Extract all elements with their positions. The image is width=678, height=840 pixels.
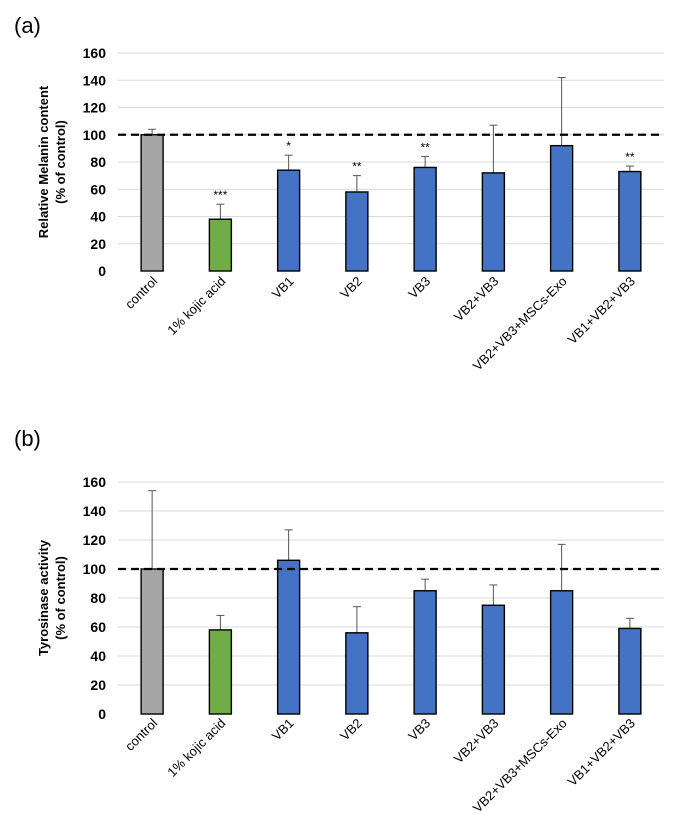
y-tick-label: 40 — [90, 648, 106, 664]
significance-label: *** — [213, 188, 227, 202]
y-tick-label: 60 — [90, 619, 106, 635]
bar-7 — [549, 590, 574, 715]
significance-label: * — [286, 139, 291, 153]
x-tick-label: VB1+VB2+VB3 — [565, 716, 638, 789]
y-tick-label: 140 — [83, 503, 107, 519]
y-tick-label: 20 — [90, 236, 106, 252]
bar-6 — [481, 172, 506, 272]
significance-label: ** — [420, 141, 430, 155]
bar-2 — [208, 629, 233, 715]
y-axis-label: Tyrosinase activity — [36, 539, 51, 656]
y-tick-label: 140 — [83, 72, 107, 88]
x-tick-label: VB1 — [269, 716, 297, 744]
y-tick-label: 100 — [83, 127, 107, 143]
chart-panel-1: (a) 0 20 40 60 80 100 120 140 160 Relative Melanin… — [14, 13, 664, 374]
bar-4 — [345, 632, 369, 715]
x-tick-label: control — [122, 715, 160, 753]
y-tick-label: 0 — [98, 263, 106, 279]
y-tick-label: 120 — [83, 100, 107, 116]
y-axis-label: Relative Melanin content — [36, 85, 51, 238]
x-tick-label: VB2 — [337, 716, 365, 744]
bar-2 — [208, 218, 233, 272]
bar-6 — [481, 604, 506, 715]
bar-1 — [140, 568, 164, 715]
y-tick-label: 100 — [83, 561, 107, 577]
y-tick-label: 80 — [90, 154, 106, 170]
y-axis-label-line2: (% of control) — [53, 120, 68, 204]
panel-label: (a) — [14, 13, 41, 38]
chart-panel-2: (b) 0 20 40 60 80 100 120 140 160 Tyrosinase activ… — [14, 426, 664, 816]
bar-1 — [140, 134, 164, 272]
bar-5 — [413, 166, 437, 272]
significance-label: ** — [625, 150, 635, 164]
x-tick-label: control — [122, 273, 160, 311]
y-tick-label: 40 — [90, 209, 106, 225]
significance-label: ** — [352, 160, 362, 174]
x-tick-label: VB3 — [405, 716, 433, 744]
y-tick-label: 160 — [83, 474, 107, 490]
y-tick-label: 20 — [90, 677, 106, 693]
bar-8 — [618, 170, 642, 272]
bar-3 — [276, 559, 301, 715]
bar-4 — [345, 191, 369, 272]
y-tick-label: 120 — [83, 532, 107, 548]
x-tick-label: 1% kojic acid — [164, 274, 228, 338]
x-tick-label: VB2 — [337, 274, 365, 302]
bar-3 — [276, 169, 301, 272]
bar-7 — [549, 144, 574, 272]
x-tick-label: VB2+VB3 — [451, 274, 502, 325]
x-tick-label: 1% kojic acid — [164, 716, 228, 780]
x-tick-label: VB2+VB3 — [451, 716, 502, 767]
y-tick-label: 160 — [83, 45, 107, 61]
x-tick-label: VB3 — [405, 274, 433, 302]
bar-5 — [413, 590, 437, 715]
y-tick-label: 60 — [90, 181, 106, 197]
y-axis-label-line2: (% of control) — [53, 556, 68, 640]
y-tick-label: 80 — [90, 590, 106, 606]
x-tick-label: VB1 — [269, 274, 297, 302]
bar-8 — [618, 627, 642, 715]
x-tick-label: VB1+VB2+VB3 — [565, 274, 638, 347]
y-tick-label: 0 — [98, 706, 106, 722]
panel-label: (b) — [14, 426, 41, 451]
